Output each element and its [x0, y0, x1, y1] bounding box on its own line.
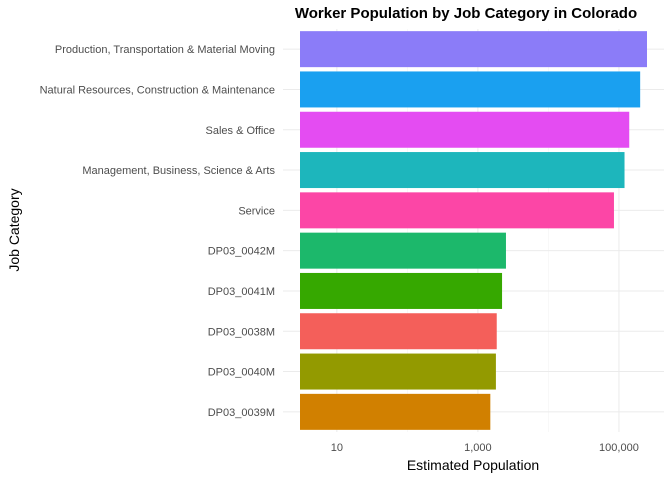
x-tick-label: 100,000 [599, 442, 639, 454]
y-tick-label: DP03_0041M [208, 286, 275, 298]
bar [300, 313, 497, 350]
y-tick-label: Sales & Office [206, 125, 276, 137]
y-tick-label: DP03_0040M [208, 367, 275, 379]
x-tick-label: 1,000 [464, 442, 492, 454]
y-axis-title: Job Category [6, 188, 22, 271]
x-axis-title: Estimated Population [407, 457, 539, 473]
y-tick-labels: Production, Transportation & Material Mo… [40, 44, 276, 419]
bar [300, 192, 614, 229]
y-tick-label: Natural Resources, Construction & Mainte… [40, 84, 275, 96]
chart-title: Worker Population by Job Category in Col… [295, 5, 637, 22]
y-tick-label: DP03_0042M [208, 246, 275, 258]
bar [300, 152, 625, 189]
bar [300, 353, 496, 390]
bar [300, 272, 503, 309]
bar [300, 111, 630, 148]
y-tick-label: DP03_0039M [208, 407, 275, 419]
x-tick-label: 10 [331, 442, 343, 454]
bar [300, 232, 506, 269]
x-tick-labels: 10 1,000 100,000 [331, 442, 639, 454]
bars [300, 31, 647, 430]
y-tick-label: DP03_0038M [208, 326, 275, 338]
bar [300, 31, 647, 68]
y-tick-label: Production, Transportation & Material Mo… [55, 44, 275, 56]
bar [300, 393, 491, 430]
y-tick-label: Service [238, 205, 275, 217]
y-tick-label: Management, Business, Science & Arts [82, 165, 275, 177]
bar [300, 71, 641, 108]
